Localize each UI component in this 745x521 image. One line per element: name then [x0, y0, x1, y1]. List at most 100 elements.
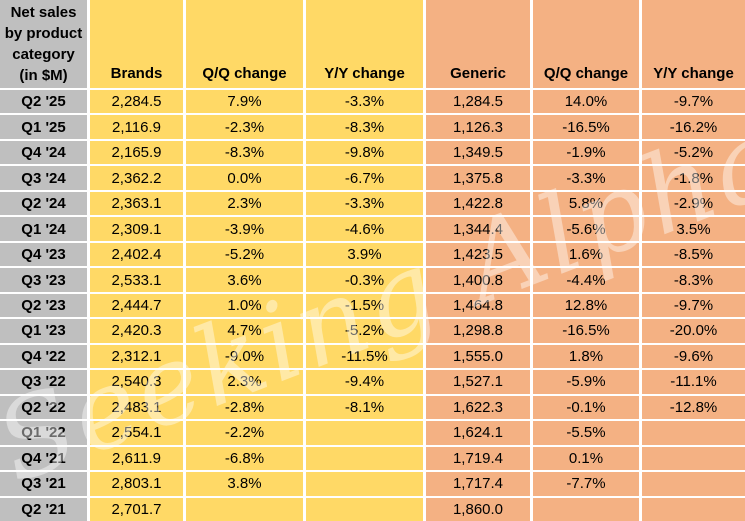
cell-brands: 2,533.1	[90, 268, 183, 292]
column-header-brands-yy: Y/Y change	[306, 0, 423, 88]
cell-brands-yy-change: -4.6%	[306, 217, 423, 241]
cell-quarter: Q2 '21	[0, 497, 87, 521]
cell-brands-yy-change: -3.3%	[306, 90, 423, 114]
cell-quarter: Q4 '23	[0, 242, 87, 267]
cell-brands-qq-change: 7.9%	[186, 90, 303, 114]
cell-brands: 2,483.1	[90, 395, 183, 420]
column-header-brands-qq: Q/Q change	[186, 0, 303, 88]
cell-brands-yy-change: -1.5%	[306, 293, 423, 318]
cell-brands: 2,554.1	[90, 421, 183, 445]
cell-brands: 2,611.9	[90, 446, 183, 471]
table-title-line-1: Net sales	[10, 4, 77, 21]
cell-generic: 1,423.5	[426, 242, 530, 267]
table-title: Net sales by product category (in $M)	[0, 0, 87, 88]
cell-generic: 1,375.8	[426, 166, 530, 190]
cell-generic-qq-change: -16.5%	[533, 319, 639, 343]
cell-generic: 1,349.5	[426, 140, 530, 165]
cell-brands-qq-change: -6.8%	[186, 446, 303, 471]
cell-brands-yy-change: -5.2%	[306, 319, 423, 343]
cell-quarter: Q1 '25	[0, 115, 87, 139]
cell-generic: 1,464.8	[426, 293, 530, 318]
cell-brands: 2,701.7	[90, 497, 183, 521]
cell-generic: 1,860.0	[426, 497, 530, 521]
cell-brands-yy-change	[306, 472, 423, 496]
cell-quarter: Q1 '24	[0, 217, 87, 241]
cell-generic: 1,344.4	[426, 217, 530, 241]
cell-generic-qq-change: -7.7%	[533, 472, 639, 496]
cell-brands: 2,312.1	[90, 344, 183, 369]
cell-generic-qq-change: 0.1%	[533, 446, 639, 471]
cell-generic: 1,284.5	[426, 90, 530, 114]
cell-brands-qq-change: -9.0%	[186, 344, 303, 369]
cell-generic-qq-change	[533, 497, 639, 521]
cell-brands-yy-change: 3.9%	[306, 242, 423, 267]
cell-brands-yy-change: -11.5%	[306, 344, 423, 369]
column-header-brands: Brands	[90, 0, 183, 88]
table-title-line-2: by product	[4, 25, 83, 42]
cell-brands-qq-change: 2.3%	[186, 191, 303, 216]
cell-brands-yy-change: -9.8%	[306, 140, 423, 165]
cell-generic-yy-change	[642, 472, 745, 496]
cell-generic-yy-change: -9.7%	[642, 90, 745, 114]
cell-brands-yy-change: -6.7%	[306, 166, 423, 190]
cell-generic-qq-change: 14.0%	[533, 90, 639, 114]
cell-generic: 1,719.4	[426, 446, 530, 471]
cell-generic-yy-change: -2.9%	[642, 191, 745, 216]
cell-brands: 2,420.3	[90, 319, 183, 343]
cell-generic-yy-change	[642, 497, 745, 521]
cell-brands-yy-change: -0.3%	[306, 268, 423, 292]
cell-brands-yy-change	[306, 497, 423, 521]
cell-generic-yy-change: -12.8%	[642, 395, 745, 420]
cell-brands-qq-change: -5.2%	[186, 242, 303, 267]
column-header-generic-yy: Y/Y change	[642, 0, 745, 88]
cell-generic-yy-change: 3.5%	[642, 217, 745, 241]
cell-quarter: Q3 '24	[0, 166, 87, 190]
cell-generic-yy-change: -8.3%	[642, 268, 745, 292]
cell-generic-qq-change: -5.6%	[533, 217, 639, 241]
cell-generic-qq-change: -5.9%	[533, 370, 639, 394]
cell-quarter: Q2 '25	[0, 90, 87, 114]
cell-brands-yy-change: -9.4%	[306, 370, 423, 394]
cell-brands-qq-change: 3.8%	[186, 472, 303, 496]
cell-generic-yy-change	[642, 421, 745, 445]
cell-generic-yy-change: -16.2%	[642, 115, 745, 139]
cell-brands: 2,363.1	[90, 191, 183, 216]
cell-generic-qq-change: -4.4%	[533, 268, 639, 292]
cell-brands-qq-change: 0.0%	[186, 166, 303, 190]
cell-brands-qq-change	[186, 497, 303, 521]
cell-quarter: Q4 '22	[0, 344, 87, 369]
cell-generic-yy-change: -5.2%	[642, 140, 745, 165]
table-title-line-4: (in $M)	[19, 67, 68, 84]
cell-generic-qq-change: -5.5%	[533, 421, 639, 445]
cell-generic: 1,555.0	[426, 344, 530, 369]
cell-brands: 2,444.7	[90, 293, 183, 318]
cell-brands: 2,540.3	[90, 370, 183, 394]
cell-generic-yy-change	[642, 446, 745, 471]
cell-brands-yy-change	[306, 446, 423, 471]
cell-brands-qq-change: 1.0%	[186, 293, 303, 318]
cell-brands: 2,165.9	[90, 140, 183, 165]
cell-brands: 2,116.9	[90, 115, 183, 139]
cell-brands: 2,284.5	[90, 90, 183, 114]
cell-generic-yy-change: -1.8%	[642, 166, 745, 190]
cell-brands-yy-change: -8.3%	[306, 115, 423, 139]
cell-generic-qq-change: -3.3%	[533, 166, 639, 190]
cell-generic-qq-change: 12.8%	[533, 293, 639, 318]
cell-generic-qq-change: 1.6%	[533, 242, 639, 267]
cell-quarter: Q1 '22	[0, 421, 87, 445]
cell-generic: 1,422.8	[426, 191, 530, 216]
cell-generic: 1,527.1	[426, 370, 530, 394]
cell-brands-yy-change	[306, 421, 423, 445]
cell-quarter: Q2 '24	[0, 191, 87, 216]
cell-generic-qq-change: -16.5%	[533, 115, 639, 139]
cell-brands: 2,362.2	[90, 166, 183, 190]
column-header-generic-qq: Q/Q change	[533, 0, 639, 88]
cell-quarter: Q1 '23	[0, 319, 87, 343]
cell-generic: 1,624.1	[426, 421, 530, 445]
cell-generic-yy-change: -9.7%	[642, 293, 745, 318]
cell-brands-qq-change: 3.6%	[186, 268, 303, 292]
table-title-line-3: category	[12, 46, 75, 63]
cell-generic: 1,298.8	[426, 319, 530, 343]
cell-generic-qq-change: 1.8%	[533, 344, 639, 369]
